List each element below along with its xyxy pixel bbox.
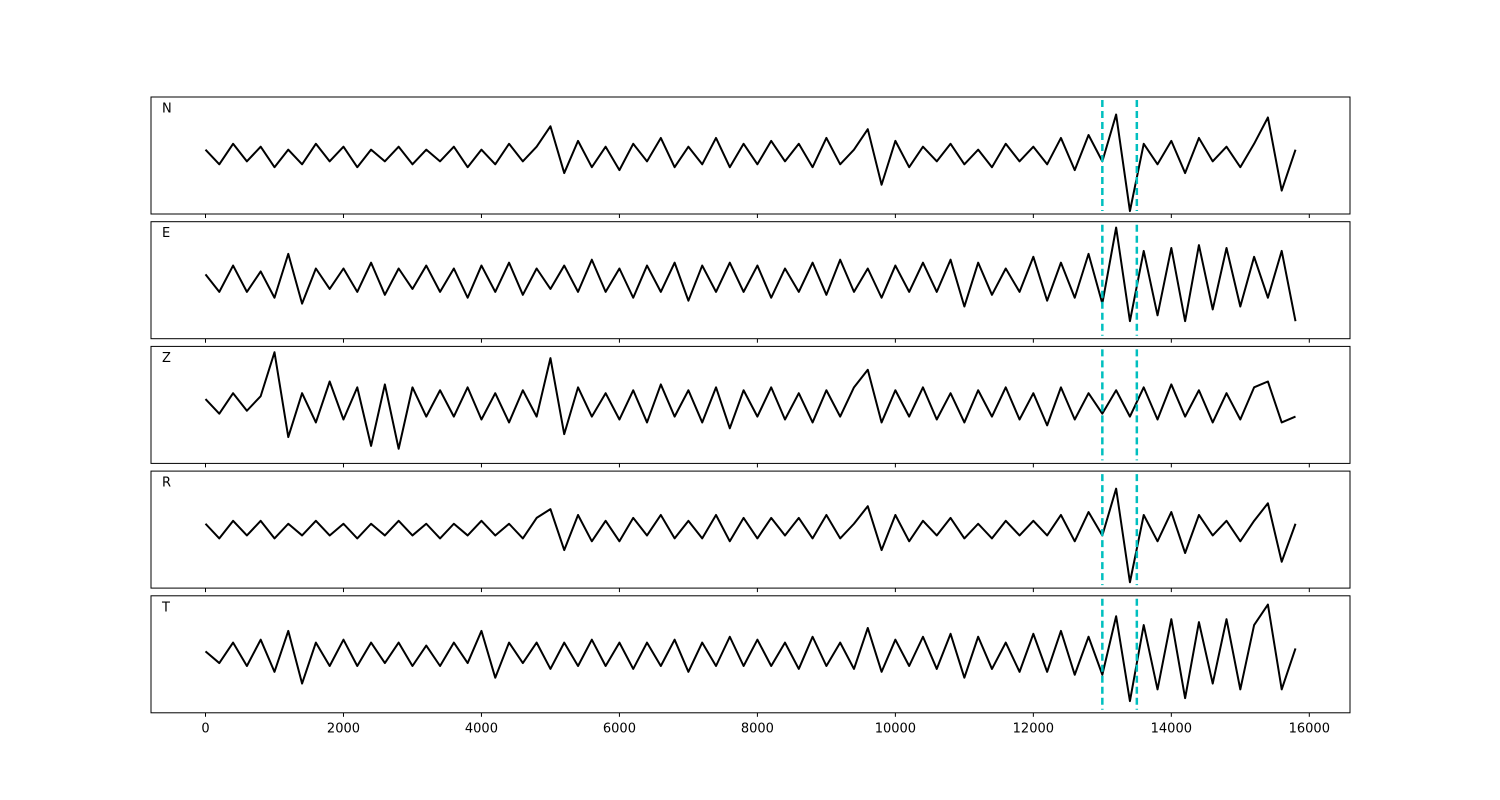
panel-label: R — [162, 476, 171, 491]
x-tick-label: 6000 — [603, 721, 636, 736]
trace — [204, 113, 1297, 213]
trace — [204, 351, 1296, 450]
x-tick-label: 14000 — [1151, 721, 1192, 736]
panel-label: Z — [162, 351, 171, 366]
trace — [204, 603, 1297, 703]
panel-frame — [150, 96, 1351, 215]
x-tick-label: 0 — [201, 721, 209, 736]
panel-frame — [150, 470, 1351, 589]
x-tick-label: 4000 — [465, 721, 498, 736]
panel-frame — [150, 221, 1351, 340]
x-tick-label: 10000 — [875, 721, 916, 736]
x-tick-label: 8000 — [741, 721, 774, 736]
trace — [204, 226, 1297, 323]
panel-frame — [150, 345, 1351, 464]
x-tick-label: 16000 — [1289, 721, 1330, 736]
panel-frame — [150, 595, 1351, 714]
trace — [204, 487, 1297, 584]
x-tick-label: 12000 — [1013, 721, 1054, 736]
x-tick-label: 2000 — [327, 721, 360, 736]
panel-label: N — [162, 102, 172, 117]
panel-label: T — [161, 600, 170, 615]
panel-label: E — [162, 226, 170, 241]
